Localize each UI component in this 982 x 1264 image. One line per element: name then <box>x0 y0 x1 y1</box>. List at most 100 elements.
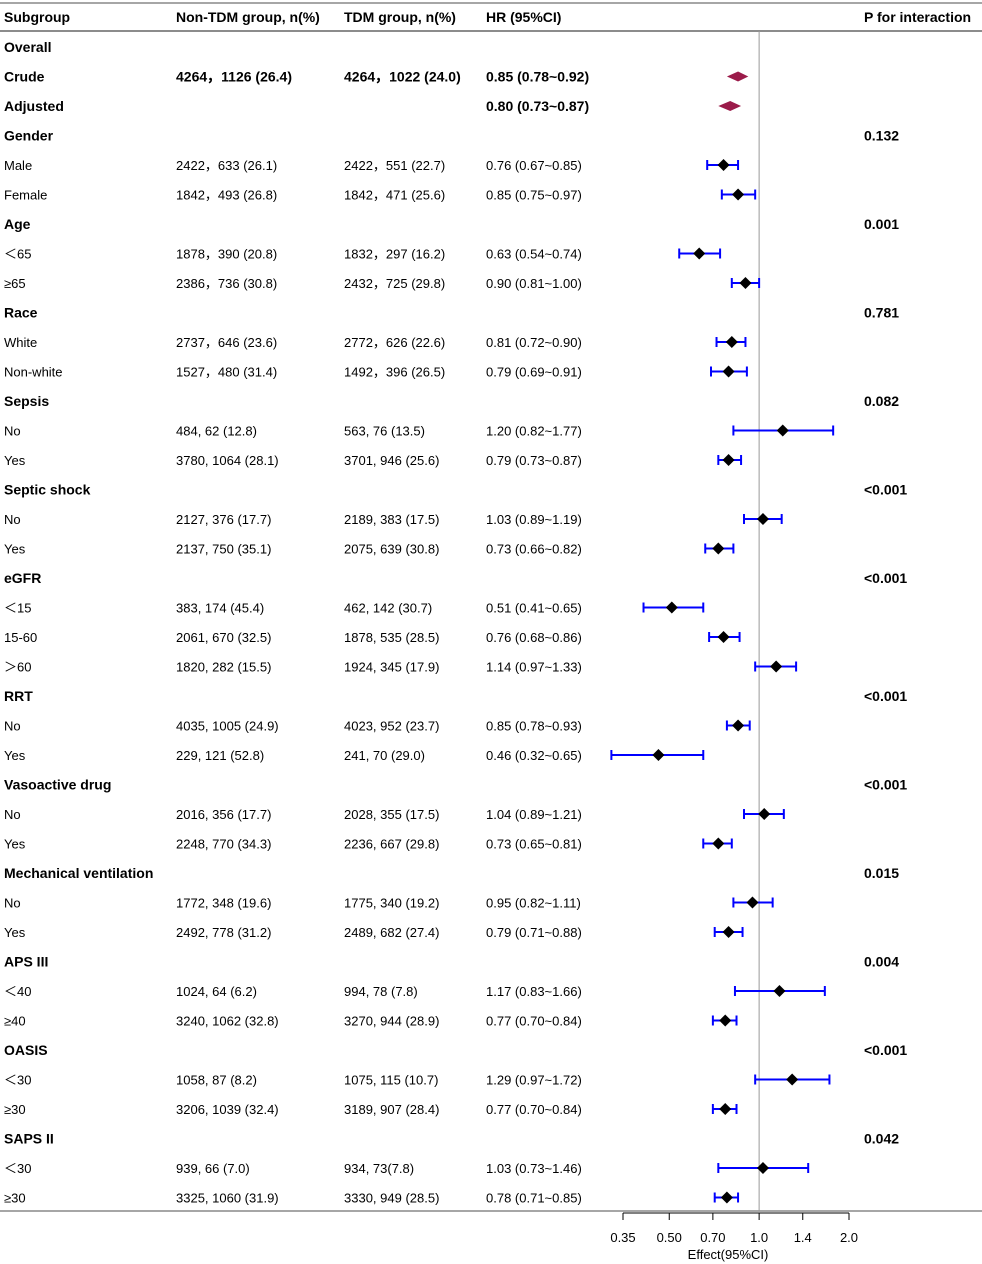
hr-value: 1.03 (0.73~1.46) <box>486 1161 582 1176</box>
row-label: ＞60 <box>4 660 31 675</box>
row-label: Septic shock <box>4 482 91 498</box>
point-estimate <box>722 454 735 466</box>
x-tick-label: 0.70 <box>700 1230 725 1245</box>
row-label: No <box>4 424 21 439</box>
summary-diamond <box>726 71 749 82</box>
non-tdm-value: 1820, 282 (15.5) <box>176 660 271 675</box>
tdm-value: 1075, 115 (10.7) <box>344 1073 438 1088</box>
hr-value: 1.20 (0.82~1.77) <box>486 424 582 439</box>
hr-value: 0.76 (0.68~0.86) <box>486 630 582 645</box>
point-estimate <box>746 896 759 909</box>
hr-value: 1.14 (0.97~1.33) <box>486 660 582 675</box>
tdm-value: 2236, 667 (29.8) <box>344 837 439 852</box>
x-axis: 0.35 0.50 0.70 1.0 1.4 2.0 <box>610 1212 858 1245</box>
tdm-value: 462, 142 (30.7) <box>344 601 432 616</box>
hr-value: 0.79 (0.73~0.87) <box>486 453 582 468</box>
row-label: Overall <box>4 39 51 55</box>
effect-marks <box>610 71 835 1204</box>
non-tdm-value: 3780, 1064 (28.1) <box>176 453 279 468</box>
tdm-value: 3701, 946 (25.6) <box>344 453 439 468</box>
row-label: ＜40 <box>4 984 31 999</box>
summary-diamond <box>718 101 742 111</box>
non-tdm-value: 383, 174 (45.4) <box>176 601 264 616</box>
hr-value: 0.63 (0.54~0.74) <box>486 247 582 262</box>
row-label: Yes <box>4 453 26 468</box>
non-tdm-value: 1527，480 (31.4) <box>176 365 277 380</box>
row-label: 15-60 <box>4 630 37 645</box>
row-label: ≥65 <box>4 276 26 291</box>
row-label: Male <box>4 158 32 173</box>
hr-value: 0.77 (0.70~0.84) <box>486 1102 582 1117</box>
point-estimate <box>776 424 789 437</box>
p-interaction-value: 0.781 <box>864 305 899 321</box>
non-tdm-value: 1058, 87 (8.2) <box>176 1073 257 1088</box>
row-label: No <box>4 719 21 734</box>
p-interaction-value: <0.001 <box>864 1042 907 1058</box>
tdm-value: 1492，396 (26.5) <box>344 365 445 380</box>
non-tdm-value: 2492, 778 (31.2) <box>176 925 271 940</box>
p-interaction-value: <0.001 <box>864 482 907 498</box>
row-label: ≥30 <box>4 1102 26 1117</box>
non-tdm-value: 229, 121 (52.8) <box>176 748 264 763</box>
row-label: ≥40 <box>4 1014 26 1029</box>
hr-value: 1.29 (0.97~1.72) <box>486 1073 582 1088</box>
x-axis-label: Effect(95%CI) <box>688 1247 769 1262</box>
point-estimate <box>758 808 771 820</box>
hr-value: 0.79 (0.69~0.91) <box>486 365 582 380</box>
tdm-value: 2489, 682 (27.4) <box>344 925 439 940</box>
row-label: ≥30 <box>4 1191 26 1206</box>
p-interaction-value: 0.082 <box>864 393 899 409</box>
hr-value: 0.78 (0.71~0.85) <box>486 1191 582 1206</box>
row-label: No <box>4 512 21 527</box>
hr-value: 1.03 (0.89~1.19) <box>486 512 582 527</box>
column-header-p-interaction: P for interaction <box>864 9 971 25</box>
hr-value: 0.46 (0.32~0.65) <box>486 748 582 763</box>
point-estimate <box>652 749 665 761</box>
row-label: Sepsis <box>4 393 49 409</box>
non-tdm-value: 2386，736 (30.8) <box>176 276 277 291</box>
p-interaction-value: <0.001 <box>864 688 907 704</box>
non-tdm-value: 4035, 1005 (24.9) <box>176 719 279 734</box>
tdm-value: 241, 70 (29.0) <box>344 748 425 763</box>
row-label: Vasoactive drug <box>4 777 111 793</box>
tdm-value: 994, 78 (7.8) <box>344 984 418 999</box>
hr-value: 0.77 (0.70~0.84) <box>486 1014 582 1029</box>
tdm-value: 1832，297 (16.2) <box>344 247 445 262</box>
non-tdm-value: 1878，390 (20.8) <box>176 247 277 262</box>
table-rows: Overall Crude 4264，1126 (26.4) 4264，1022 (2… <box>4 39 907 1206</box>
hr-value: 0.81 (0.72~0.90) <box>486 335 582 350</box>
tdm-value: 2075, 639 (30.8) <box>344 542 439 557</box>
row-label: Race <box>4 305 38 321</box>
non-tdm-value: 2016, 356 (17.7) <box>176 807 271 822</box>
row-label: APS III <box>4 954 48 970</box>
non-tdm-value: 3206, 1039 (32.4) <box>176 1102 279 1117</box>
point-estimate <box>786 1073 799 1086</box>
non-tdm-value: 2422，633 (26.1) <box>176 158 277 173</box>
non-tdm-value: 1842，493 (26.8) <box>176 188 277 203</box>
row-label: Yes <box>4 837 26 852</box>
hr-value: 0.85 (0.75~0.97) <box>486 188 582 203</box>
point-estimate <box>717 631 730 643</box>
tdm-value: 1878, 535 (28.5) <box>344 630 439 645</box>
point-estimate <box>739 277 752 289</box>
row-label: SAPS II <box>4 1131 54 1147</box>
column-header-hr: HR (95%CI) <box>486 9 561 25</box>
row-label: OASIS <box>4 1042 48 1058</box>
non-tdm-value: 2061, 670 (32.5) <box>176 630 271 645</box>
x-tick-label: 0.35 <box>610 1230 635 1245</box>
point-estimate <box>770 660 783 673</box>
row-label: ＜65 <box>4 247 31 262</box>
point-estimate <box>722 365 735 378</box>
point-estimate <box>719 1103 732 1115</box>
point-estimate <box>756 1162 769 1174</box>
row-label: No <box>4 896 21 911</box>
point-estimate <box>717 159 730 171</box>
row-label: Non-white <box>4 365 63 380</box>
hr-value: 1.04 (0.89~1.21) <box>486 807 582 822</box>
x-tick-label: 2.0 <box>840 1230 858 1245</box>
non-tdm-value: 1024, 64 (6.2) <box>176 984 257 999</box>
hr-value: 0.73 (0.66~0.82) <box>486 542 582 557</box>
tdm-value: 2028, 355 (17.5) <box>344 807 439 822</box>
non-tdm-value: 3325, 1060 (31.9) <box>176 1191 279 1206</box>
